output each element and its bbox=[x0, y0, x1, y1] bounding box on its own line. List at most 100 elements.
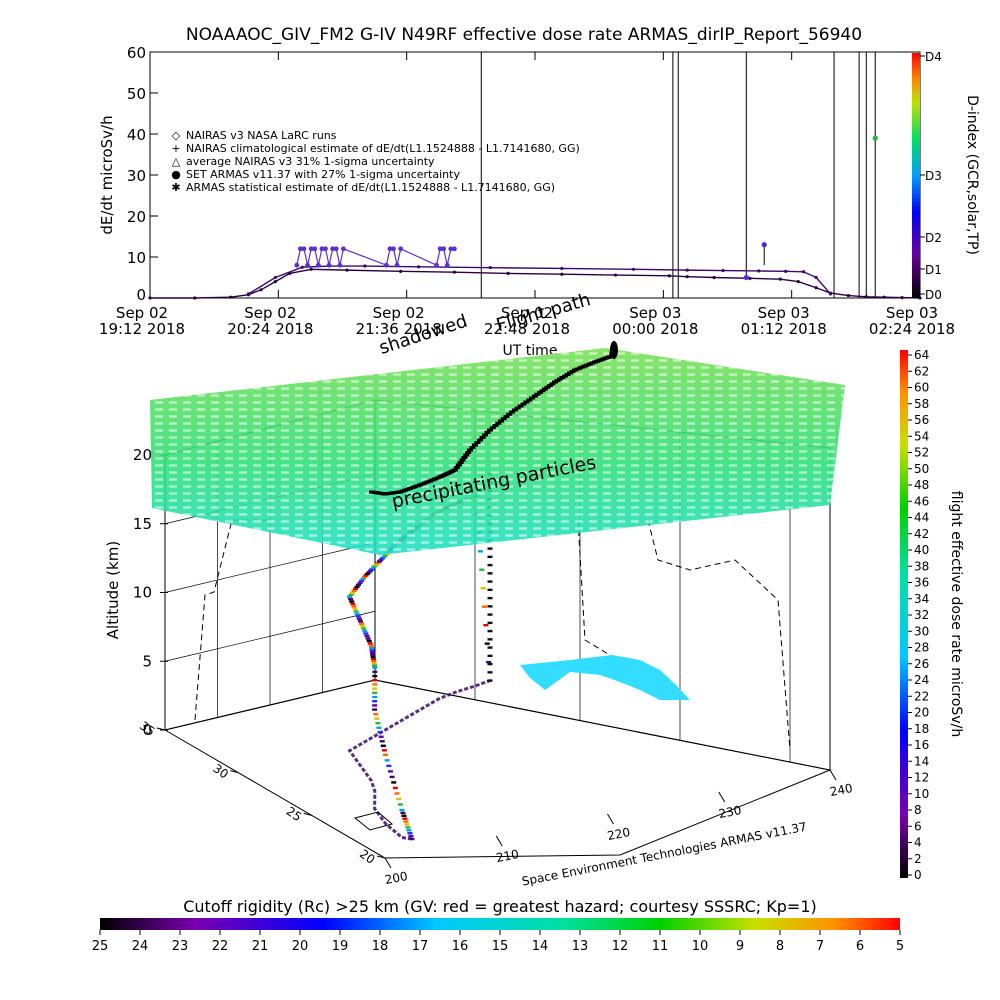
dose-series-point bbox=[864, 295, 868, 299]
flight-track-point bbox=[364, 634, 370, 638]
x-tick-label-line2: 01:12 2018 bbox=[741, 320, 827, 338]
legend-entry: average NAIRAS v3 31% 1-sigma uncertaint… bbox=[186, 155, 435, 168]
lat-tick-mark bbox=[303, 812, 312, 816]
dose-tick-label: 46 bbox=[914, 494, 929, 508]
flight-track-point bbox=[382, 554, 388, 557]
altitude-tick-label: 20 bbox=[133, 446, 152, 464]
flight-track-point bbox=[379, 740, 385, 743]
rigidity-tick-label: 14 bbox=[532, 939, 549, 954]
descent-column-point bbox=[487, 613, 493, 616]
sheet-path-point bbox=[469, 446, 476, 449]
descent-column-point bbox=[487, 621, 493, 625]
flight-track-point bbox=[360, 625, 366, 628]
dose-series-point bbox=[246, 292, 251, 296]
dose-tick-label: 22 bbox=[914, 689, 929, 703]
sheet-path-point bbox=[495, 421, 502, 425]
lon-tick-mark bbox=[495, 835, 503, 847]
legend-entry: ARMAS statistical estimate of dE/dt(L1.1… bbox=[186, 181, 555, 194]
flight-track-point bbox=[372, 695, 378, 699]
flight-track-point bbox=[407, 831, 413, 835]
rigidity-tick-label: 12 bbox=[612, 939, 629, 954]
descent-column-point bbox=[487, 638, 493, 641]
flight-track-point bbox=[370, 566, 376, 569]
sheet-path-point bbox=[463, 453, 470, 457]
rigidity-tick-label: 20 bbox=[292, 939, 309, 954]
sheet-path-point bbox=[542, 387, 548, 391]
flight-track-point bbox=[483, 623, 489, 627]
descent-column-point bbox=[487, 605, 493, 608]
dose-marker bbox=[743, 274, 749, 281]
dose-series-point bbox=[417, 265, 421, 269]
dose-series-point bbox=[721, 268, 725, 273]
flight-track-point bbox=[369, 646, 375, 650]
x-tick-label-line2: 20:24 2018 bbox=[227, 320, 313, 338]
x-axis-label: UT time bbox=[503, 343, 558, 359]
dose-series-point bbox=[148, 296, 152, 300]
dose-tick-label: 28 bbox=[914, 641, 929, 655]
x-tick-label-line1: Sep 02 bbox=[373, 304, 425, 322]
flight-track-point bbox=[371, 659, 377, 663]
dose-series-point bbox=[757, 269, 761, 273]
flight-track-point bbox=[367, 642, 373, 645]
descent-column-point bbox=[487, 572, 493, 575]
sheet-path-point bbox=[479, 436, 486, 439]
particle-sheet-texture bbox=[150, 348, 845, 555]
descent-column-point bbox=[487, 679, 493, 682]
lon-tick-mark bbox=[384, 857, 392, 869]
dose-series-point bbox=[712, 275, 716, 280]
dose-series-point bbox=[814, 286, 818, 290]
flight-track-point bbox=[369, 568, 375, 571]
flight-track-point bbox=[357, 620, 363, 623]
flight-track-point bbox=[374, 717, 380, 720]
sheet-path-point bbox=[492, 424, 499, 427]
dose-series-point bbox=[631, 267, 636, 271]
flight-track-point bbox=[482, 605, 488, 608]
sheet-path-point bbox=[498, 419, 504, 423]
descent-column-point bbox=[487, 646, 493, 649]
dose-rate-colorbar: 0246810121416182022242628303234363840424… bbox=[900, 348, 964, 882]
dose-tick-label: 10 bbox=[914, 787, 929, 801]
lon-tick-label: 230 bbox=[717, 803, 742, 821]
sheet-path-point bbox=[457, 461, 464, 464]
dose-tick-label: 18 bbox=[914, 722, 929, 736]
x-tick-label-line1: Sep 03 bbox=[758, 304, 810, 322]
flight-track-point bbox=[484, 642, 490, 645]
flight-track-point bbox=[353, 610, 359, 613]
dose-rate-label: flight effective dose rate microSv/h bbox=[948, 491, 964, 737]
dose-rate-gradient bbox=[900, 350, 908, 878]
flight-track-point bbox=[350, 591, 356, 594]
dose-series-point bbox=[748, 276, 752, 280]
flight-track-point bbox=[380, 744, 386, 747]
d-index-tick-label: D3 bbox=[925, 169, 942, 183]
origin-marker bbox=[353, 811, 394, 831]
dose-tick-label: 50 bbox=[914, 462, 929, 476]
flight-track-point bbox=[370, 655, 376, 658]
dose-tick-label: 56 bbox=[914, 413, 929, 427]
sheet-path-point bbox=[506, 412, 513, 416]
flight-track-point bbox=[486, 660, 492, 664]
flight-track-point bbox=[371, 662, 377, 665]
rigidity-tick-label: 11 bbox=[652, 939, 669, 954]
altitude-axis-label: Altitude (km) bbox=[104, 541, 122, 639]
y-tick-label: 60 bbox=[127, 44, 146, 62]
lon-tick-label: 200 bbox=[384, 869, 409, 887]
legend-entry: SET ARMAS v11.37 with 27% 1-sigma uncert… bbox=[186, 168, 460, 181]
flight-track-point bbox=[359, 579, 365, 583]
dose-series-point bbox=[387, 246, 393, 252]
flight-track-point bbox=[351, 605, 357, 608]
sheet-path-point bbox=[514, 406, 521, 410]
lat-tick-label: 25 bbox=[284, 804, 305, 824]
altitude-tick-label: 0 bbox=[142, 721, 152, 739]
dose-series-point bbox=[452, 270, 457, 274]
dose-tick-label: 54 bbox=[914, 429, 929, 443]
sheet-path-point bbox=[461, 456, 468, 459]
lat-tick-label: 35 bbox=[137, 719, 158, 739]
sheet-path-point bbox=[472, 443, 478, 447]
flight-track-point bbox=[372, 700, 378, 703]
flight-track-point bbox=[354, 612, 360, 616]
dose-series-point bbox=[309, 267, 313, 271]
x-tick-label-line1: Sep 02 bbox=[501, 304, 553, 322]
dose-series-point bbox=[828, 292, 833, 296]
sheet-path-point bbox=[500, 417, 507, 421]
